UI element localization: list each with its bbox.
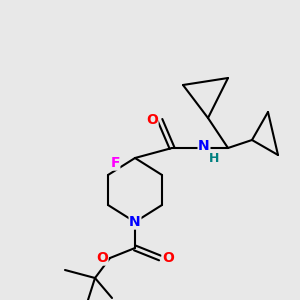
Text: N: N — [198, 139, 210, 153]
Text: O: O — [96, 251, 108, 265]
Text: H: H — [209, 152, 219, 164]
Text: O: O — [162, 251, 174, 265]
Text: F: F — [110, 156, 120, 170]
Text: N: N — [129, 215, 141, 229]
Text: O: O — [146, 113, 158, 127]
